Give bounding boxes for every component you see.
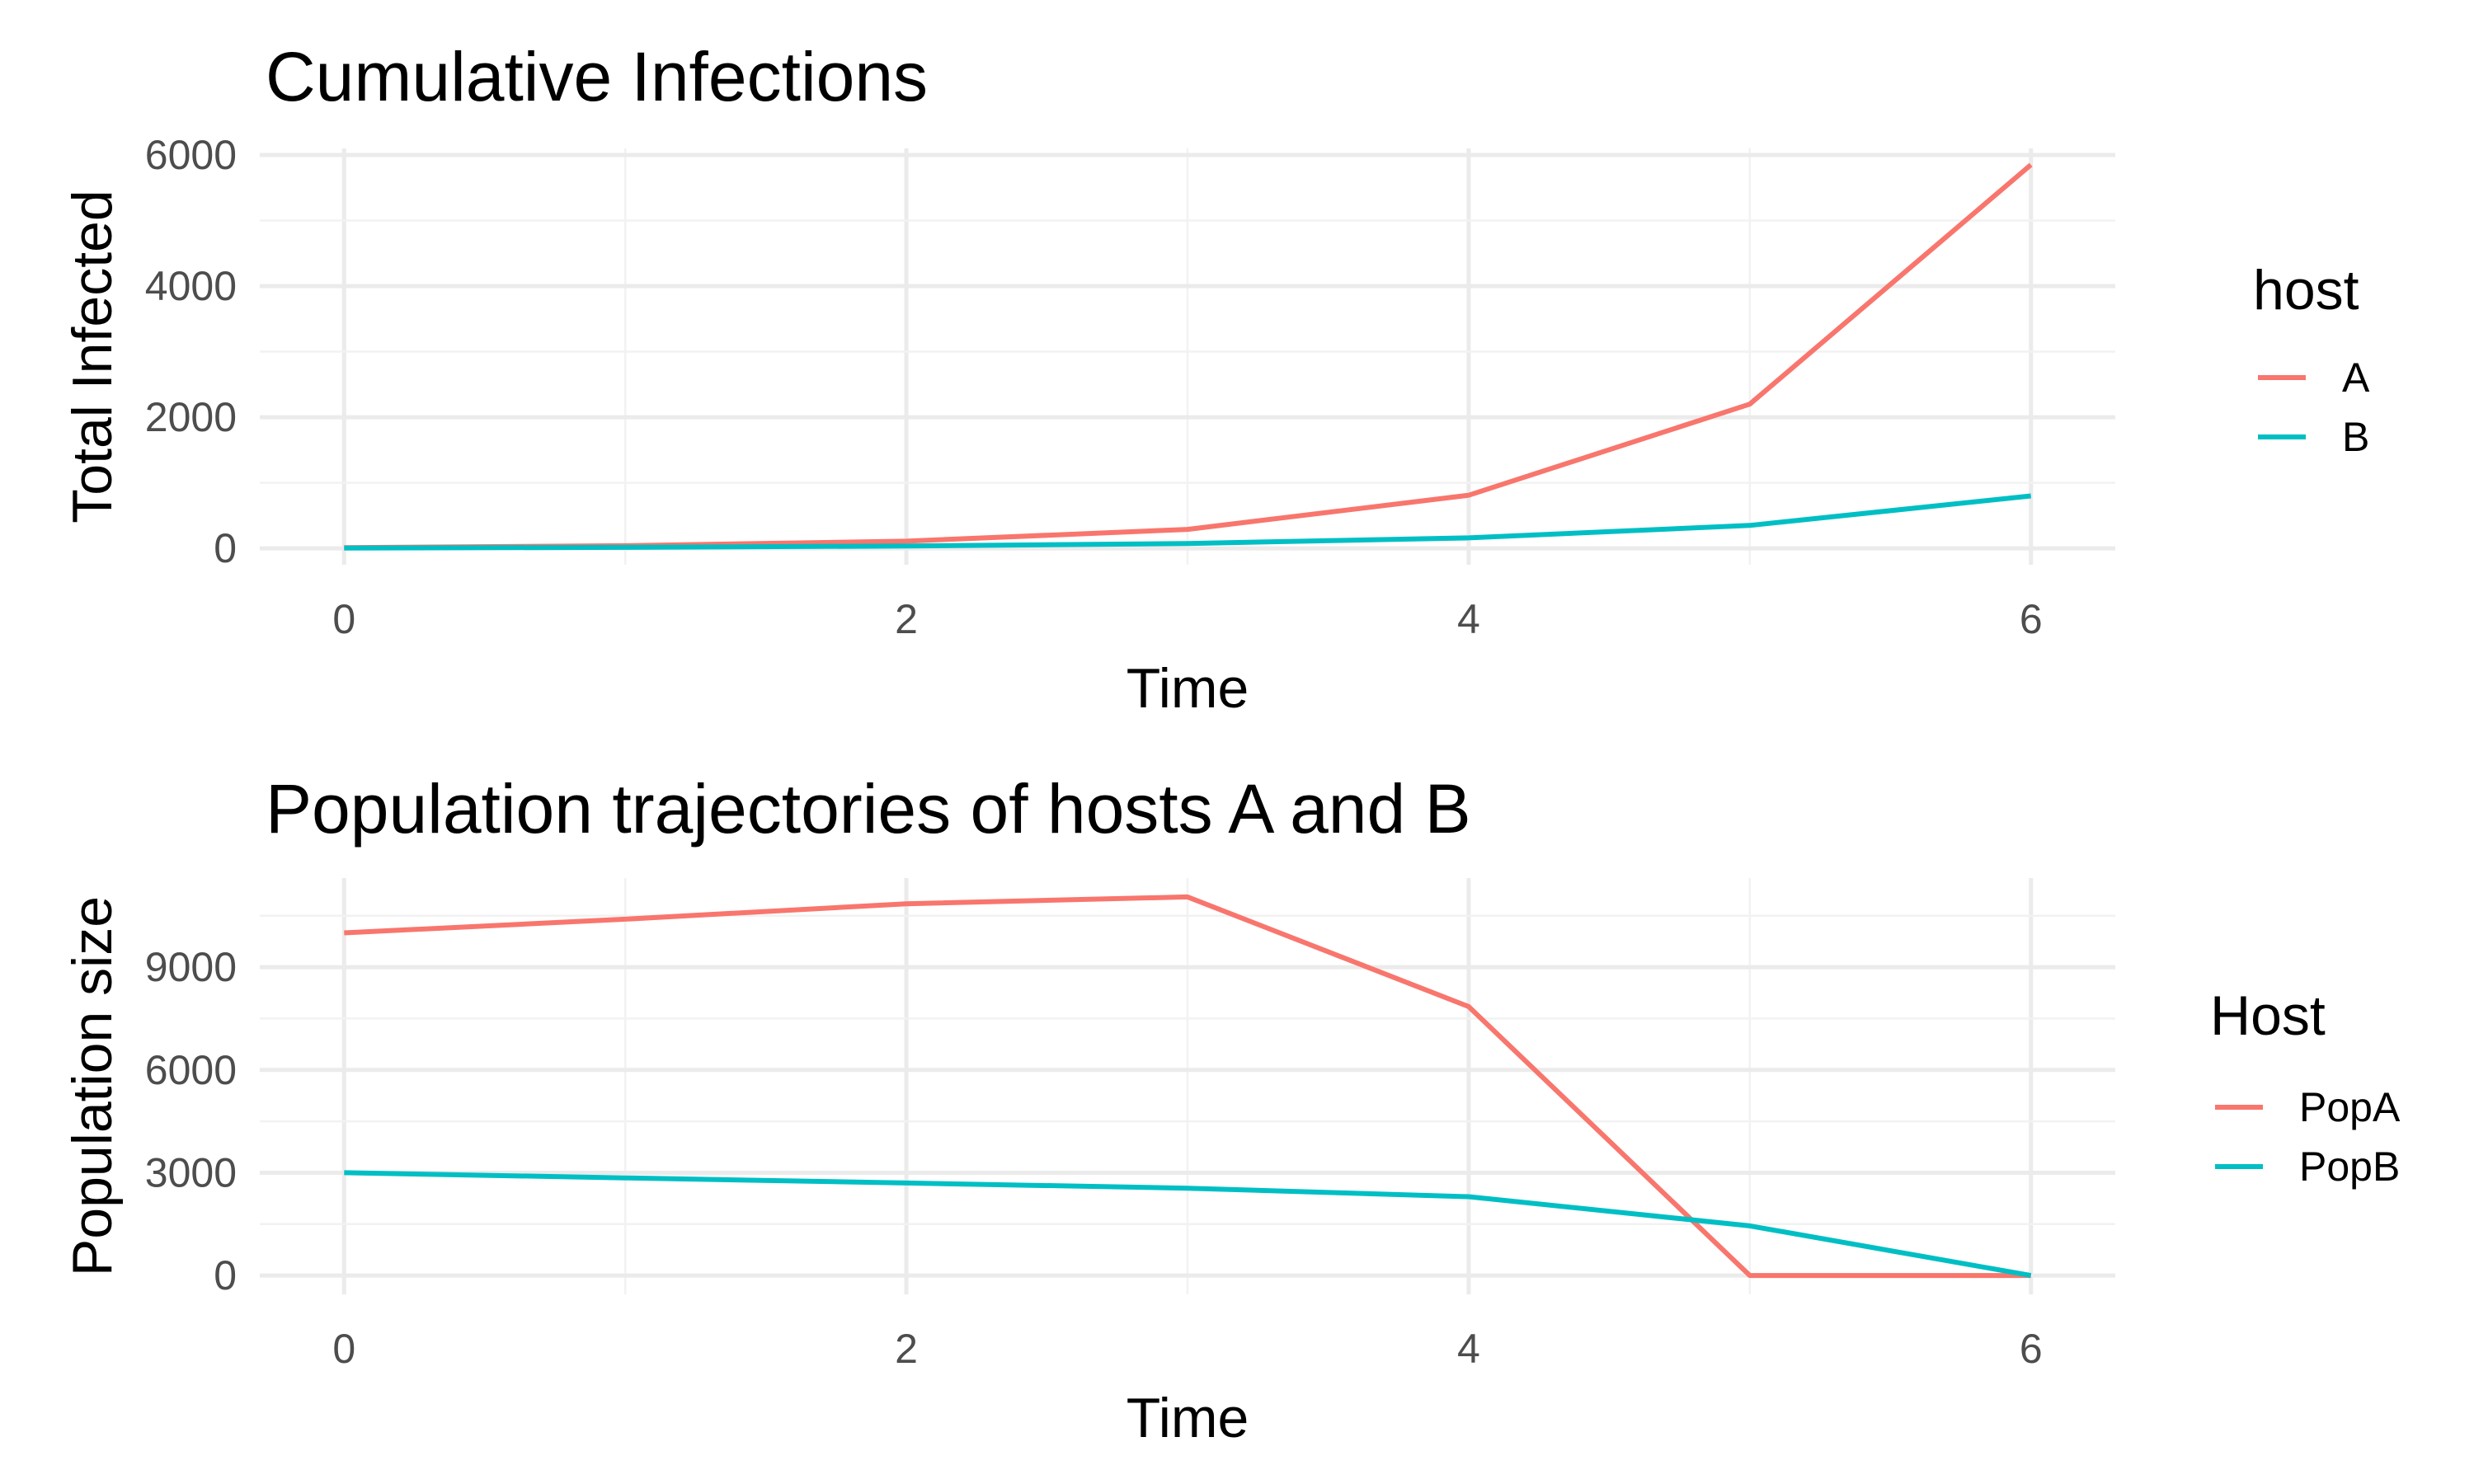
chart-panel-2: 0 2 4 6 0 3000 6000 9000 Population trajectories… — [61, 770, 2401, 1449]
y-tick-label: 6000 — [145, 1047, 237, 1093]
legend-title: Host — [2210, 984, 2326, 1047]
series-line-B — [344, 493, 2032, 551]
series-line-PopA — [344, 894, 2031, 1279]
legend-label: PopB — [2299, 1144, 2400, 1190]
x-tick-label: 4 — [1457, 596, 1480, 642]
x-tick-label: 2 — [895, 596, 918, 642]
y-tick-label: 9000 — [145, 944, 237, 990]
gridlines — [260, 878, 2115, 1294]
x-axis-title: Time — [1126, 657, 1249, 720]
legend: host AB — [2253, 259, 2370, 460]
series-line-PopB — [344, 1170, 2032, 1279]
y-tick-label: 3000 — [145, 1149, 237, 1195]
legend-label: PopA — [2299, 1084, 2401, 1130]
legend-title: host — [2253, 259, 2359, 322]
chart-title: Population trajectories of hosts A and B — [266, 770, 1471, 848]
x-tick-label: 2 — [895, 1326, 918, 1372]
legend: Host PopA PopB — [2210, 984, 2401, 1190]
y-tick-label: 0 — [214, 1252, 237, 1298]
x-tick-label: 6 — [2020, 1326, 2043, 1372]
chart-panel-1: 0 2 4 6 0 2000 4000 6000 Cumulative Infections Ti… — [61, 38, 2370, 720]
y-axis-title: Total Infected — [61, 190, 124, 523]
x-tick-label: 6 — [2020, 596, 2043, 642]
y-tick-label: 4000 — [145, 263, 237, 309]
y-tick-label: 2000 — [145, 394, 237, 440]
x-tick-label: 4 — [1457, 1326, 1480, 1372]
x-axis-title: Time — [1126, 1387, 1249, 1449]
y-tick-label: 6000 — [145, 132, 237, 178]
y-tick-label: 0 — [214, 525, 237, 571]
x-tick-label: 0 — [332, 1326, 355, 1372]
legend-label: B — [2342, 414, 2369, 460]
chart-title: Cumulative Infections — [266, 38, 928, 115]
y-axis-title: Population size — [61, 896, 124, 1276]
gridlines — [260, 148, 2115, 565]
x-tick-label: 0 — [332, 596, 355, 642]
legend-label: A — [2342, 355, 2370, 401]
